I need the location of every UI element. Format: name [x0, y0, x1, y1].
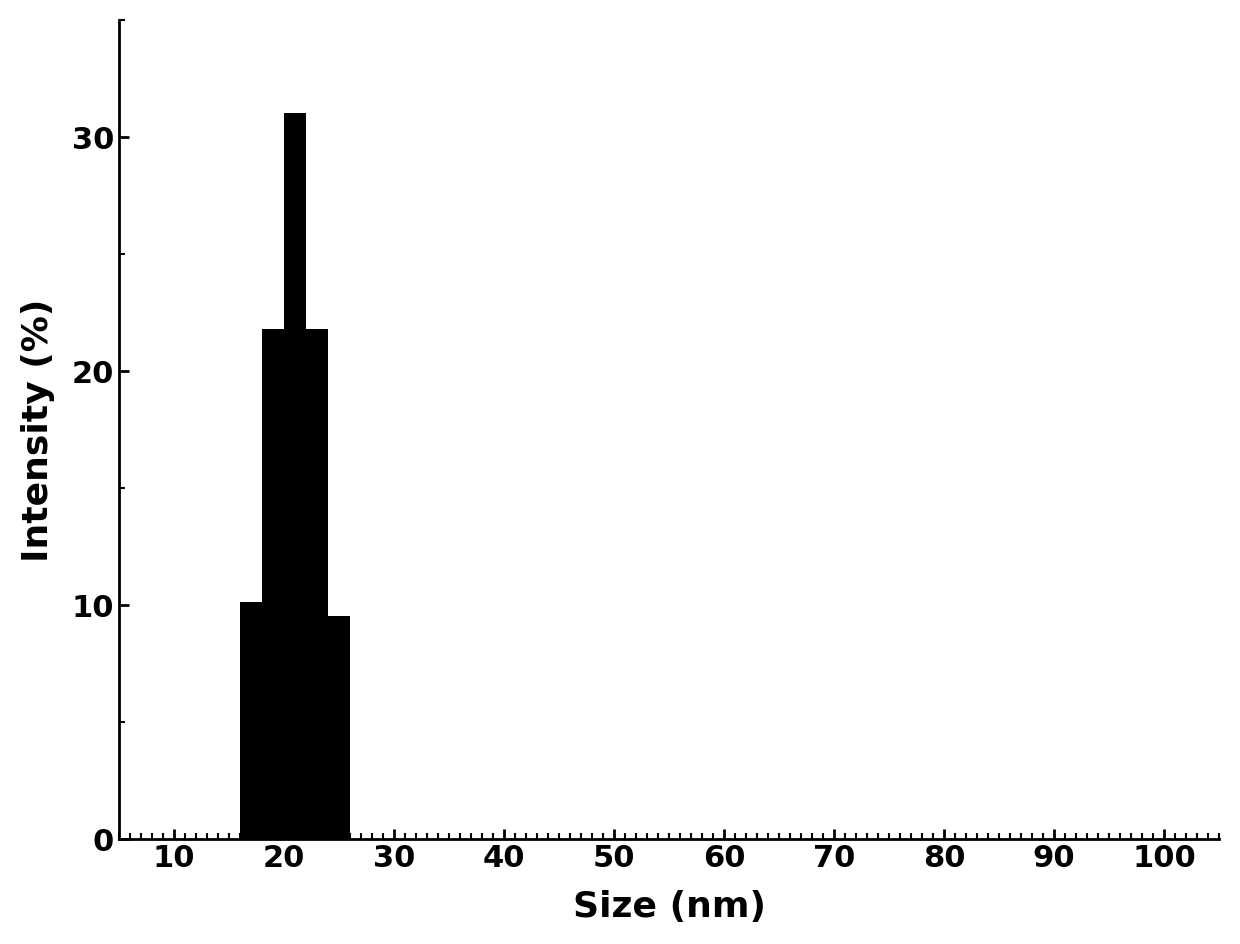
Bar: [284, 114, 306, 839]
Bar: [327, 616, 350, 839]
Bar: [239, 602, 262, 839]
Y-axis label: Intensity (%): Intensity (%): [21, 298, 55, 562]
X-axis label: Size (nm): Size (nm): [573, 889, 765, 923]
Bar: [306, 329, 327, 839]
Bar: [262, 329, 284, 839]
